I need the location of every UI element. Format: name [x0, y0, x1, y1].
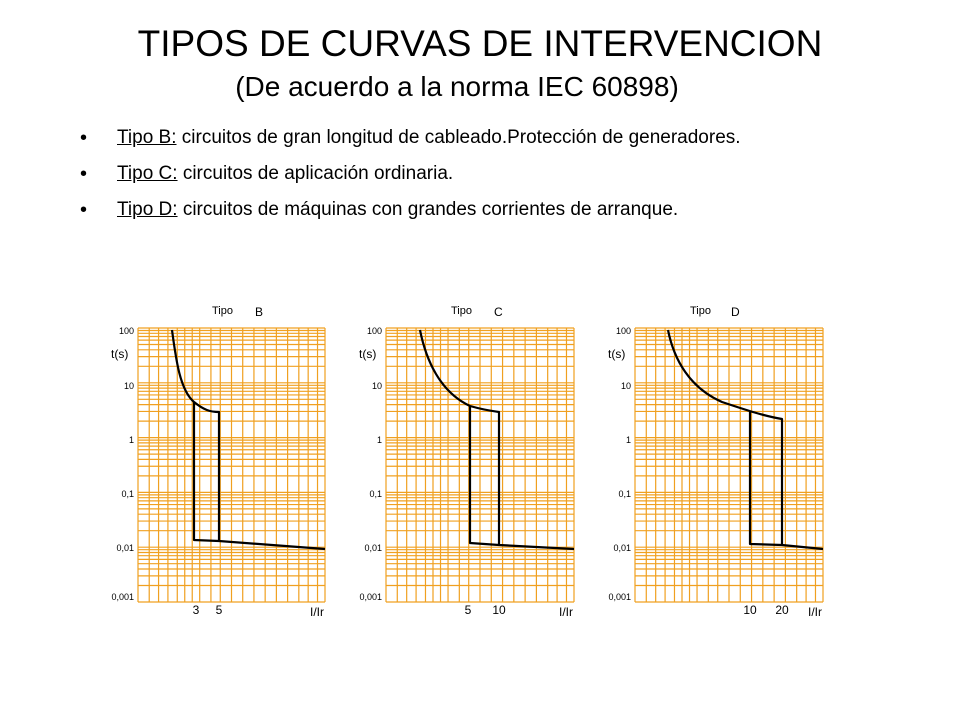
- bullet-text: circuitos de gran longitud de cableado.P…: [176, 127, 741, 148]
- page-subtitle: (De acuerdo a la norma IEC 60898): [235, 71, 679, 102]
- trip-curve-line: [170, 329, 326, 551]
- y-tick-label: 0,01: [613, 543, 631, 553]
- bullet-text: circuitos de máquinas con grandes corrie…: [177, 199, 679, 220]
- trip-curve-chart-d: Tipo Dt(s) 100 10 1 0,1 0,01 0,001 10 20 I/Ir: [608, 305, 824, 619]
- x-tick-label: 5: [465, 603, 472, 617]
- trip-curve-chart-c: Tipo Ct(s) 100 10 1 0,1 0,01 0,001 5 10 I/Ir: [359, 305, 575, 619]
- y-axis-label: t(s): [608, 347, 625, 361]
- y-axis-label: t(s): [359, 347, 376, 361]
- x-tick-label: 5: [216, 603, 223, 617]
- x-tick-label: 10: [743, 603, 757, 617]
- x-tick-label: 20: [775, 603, 789, 617]
- y-tick-label: 100: [119, 326, 134, 336]
- y-tick-label: 0,1: [121, 489, 134, 499]
- chart-title-letter: C: [494, 305, 503, 319]
- chart-title-prefix: Tipo: [690, 305, 711, 317]
- bullet-term: Tipo C:: [117, 163, 178, 184]
- trip-curve-chart-b: Tipo Bt(s) 100 10 1 0,1 0,01 0,001 3 5 I/Ir: [111, 305, 326, 619]
- y-tick-label: 100: [367, 326, 382, 336]
- y-tick-label: 0,1: [618, 489, 631, 499]
- trip-curve-line: [418, 329, 575, 551]
- x-axis-label: I/Ir: [310, 605, 324, 619]
- chart-title-prefix: Tipo: [451, 305, 472, 317]
- y-tick-label: 0,001: [111, 592, 134, 602]
- chart-title-letter: B: [255, 305, 263, 319]
- x-axis-label: I/Ir: [808, 605, 822, 619]
- bullet-term: Tipo B:: [117, 127, 177, 148]
- bullet-item-c: Tipo C: circuitos de aplicación ordinari…: [78, 162, 798, 186]
- trip-curve-line: [666, 329, 824, 551]
- y-tick-label: 0,01: [116, 543, 134, 553]
- x-tick-label: 3: [193, 603, 200, 617]
- chart-title-letter: D: [731, 305, 740, 319]
- y-tick-label: 100: [616, 326, 631, 336]
- bullet-text: circuitos de aplicación ordinaria.: [177, 163, 454, 184]
- bullet-list: Tipo B: circuitos de gran longitud de ca…: [78, 126, 798, 234]
- x-axis-label: I/Ir: [559, 605, 573, 619]
- y-tick-label: 10: [124, 381, 134, 391]
- y-tick-label: 1: [377, 435, 382, 445]
- y-axis-label: t(s): [111, 347, 128, 361]
- y-tick-label: 1: [129, 435, 134, 445]
- page-title: TIPOS DE CURVAS DE INTERVENCION: [137, 23, 823, 64]
- x-tick-label: 10: [492, 603, 506, 617]
- y-tick-label: 0,001: [359, 592, 382, 602]
- y-tick-label: 10: [621, 381, 631, 391]
- y-tick-label: 0,1: [369, 489, 382, 499]
- chart-title-prefix: Tipo: [212, 305, 233, 317]
- bullet-item-b: Tipo B: circuitos de gran longitud de ca…: [78, 126, 798, 150]
- y-tick-label: 1: [626, 435, 631, 445]
- y-tick-label: 10: [372, 381, 382, 391]
- y-tick-label: 0,01: [364, 543, 382, 553]
- bullet-term: Tipo D:: [117, 199, 178, 220]
- y-tick-label: 0,001: [608, 592, 631, 602]
- bullet-item-d: Tipo D: circuitos de máquinas con grande…: [78, 198, 798, 222]
